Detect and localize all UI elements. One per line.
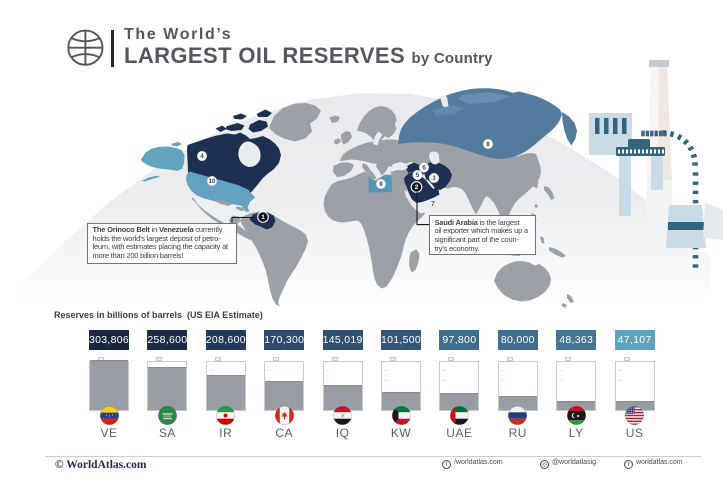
svg-text:4: 4 bbox=[200, 154, 204, 160]
svg-text:8: 8 bbox=[486, 142, 490, 148]
svg-text:3: 3 bbox=[432, 176, 436, 182]
svg-text:لا: لا bbox=[341, 414, 344, 419]
svg-text:5: 5 bbox=[416, 173, 420, 179]
svg-text:10: 10 bbox=[209, 179, 216, 185]
svg-text:1: 1 bbox=[261, 214, 265, 221]
svg-text:6: 6 bbox=[422, 166, 426, 172]
svg-text:7: 7 bbox=[431, 201, 435, 208]
svg-text:9: 9 bbox=[379, 182, 383, 188]
svg-text:2: 2 bbox=[415, 184, 419, 191]
